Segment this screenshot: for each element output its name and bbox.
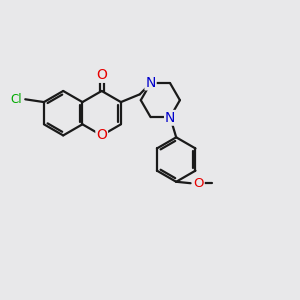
Text: O: O [193, 177, 204, 190]
Text: N: N [165, 111, 175, 125]
Text: O: O [96, 68, 107, 82]
Text: Cl: Cl [10, 93, 22, 106]
Text: N: N [146, 76, 156, 89]
Text: O: O [96, 128, 107, 142]
